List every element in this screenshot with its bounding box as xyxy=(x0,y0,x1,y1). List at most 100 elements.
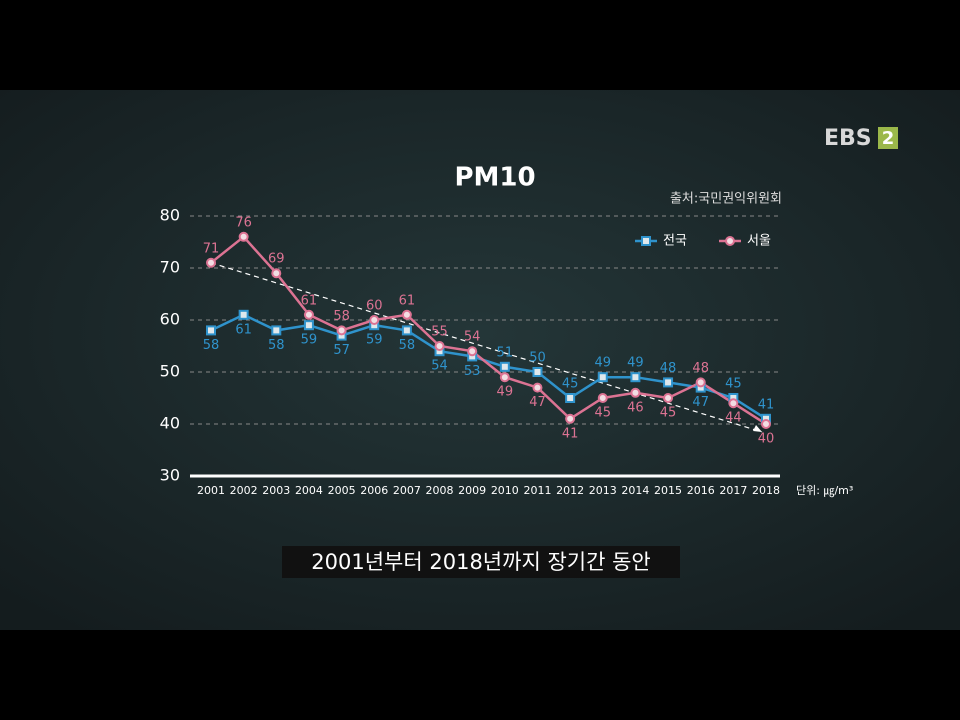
point xyxy=(597,393,608,403)
data-label: 49 xyxy=(627,356,644,371)
point xyxy=(663,393,674,403)
x-tick-label: 2002 xyxy=(230,484,258,497)
x-tick-label: 2010 xyxy=(491,484,519,497)
data-label: 46 xyxy=(627,400,644,415)
point xyxy=(532,382,543,393)
caption-box xyxy=(282,546,680,578)
x-tick-label: 2005 xyxy=(328,484,356,497)
point xyxy=(630,372,641,383)
legend-marker xyxy=(725,236,735,246)
point xyxy=(663,377,674,388)
data-label: 45 xyxy=(594,406,611,421)
data-label: 48 xyxy=(660,361,677,376)
point xyxy=(532,367,543,377)
point xyxy=(565,413,576,424)
data-label: 49 xyxy=(594,356,611,371)
legend-label: 전국 xyxy=(663,234,687,249)
x-tick-label: 2007 xyxy=(393,484,421,497)
data-label: 69 xyxy=(268,252,285,267)
data-label: 55 xyxy=(431,325,448,340)
x-tick-label: 2013 xyxy=(589,484,617,497)
point xyxy=(761,419,771,429)
data-label: 76 xyxy=(235,215,252,230)
point xyxy=(238,231,249,242)
trend-arrow xyxy=(210,262,763,433)
data-label: 45 xyxy=(562,377,579,392)
x-tick-label: 2012 xyxy=(556,484,584,497)
point xyxy=(303,309,314,320)
logo-text: EBS xyxy=(824,126,872,151)
point xyxy=(401,309,412,320)
point xyxy=(565,393,576,403)
data-label: 49 xyxy=(497,385,514,400)
point xyxy=(401,325,412,336)
data-label: 61 xyxy=(301,293,318,308)
data-label: 51 xyxy=(497,345,514,360)
x-tick-label: 2003 xyxy=(262,484,290,497)
series-line xyxy=(210,235,767,426)
data-label: 41 xyxy=(562,426,579,441)
data-label: 58 xyxy=(268,338,285,353)
caption: 2001년부터 2018년까지 장기간 동안 xyxy=(311,550,650,574)
point xyxy=(695,377,706,388)
x-tick-label: 2014 xyxy=(621,484,649,497)
point xyxy=(499,372,510,383)
point xyxy=(630,387,641,398)
x-tick-label: 2016 xyxy=(687,484,715,497)
data-label: 45 xyxy=(660,406,677,421)
x-tick-label: 2001 xyxy=(197,484,225,497)
data-label: 44 xyxy=(725,411,742,426)
data-label: 59 xyxy=(366,333,383,348)
data-label: 53 xyxy=(464,364,481,379)
x-tick-label: 2015 xyxy=(654,484,682,497)
x-tick-label: 2008 xyxy=(426,484,454,497)
data-label: 45 xyxy=(725,377,742,392)
data-label: 54 xyxy=(431,359,448,374)
x-tick-label: 2011 xyxy=(523,484,551,497)
point xyxy=(728,398,739,409)
point xyxy=(467,346,478,357)
y-tick-label: 30 xyxy=(160,466,180,485)
data-label: 50 xyxy=(529,351,546,366)
y-tick-label: 40 xyxy=(160,414,180,433)
point xyxy=(303,320,314,331)
x-tick-label: 2004 xyxy=(295,484,323,497)
point xyxy=(238,309,249,320)
point xyxy=(434,341,445,351)
chart-title: PM10 xyxy=(454,163,535,193)
x-tick-label: 2018 xyxy=(752,484,780,497)
point xyxy=(206,257,216,268)
point xyxy=(271,325,282,336)
data-label: 47 xyxy=(692,395,709,410)
point xyxy=(271,268,282,279)
data-label: 58 xyxy=(203,338,220,353)
series-line xyxy=(210,313,767,420)
legend-label: 서울 xyxy=(747,234,771,249)
point xyxy=(336,325,347,336)
data-label: 58 xyxy=(399,338,416,353)
y-tick-label: 70 xyxy=(160,258,180,277)
trend-arrow-head xyxy=(753,425,762,432)
x-tick-label: 2017 xyxy=(719,484,747,497)
x-tick-label: 2006 xyxy=(360,484,388,497)
data-label: 54 xyxy=(464,330,481,345)
data-label: 58 xyxy=(333,309,350,324)
data-label: 71 xyxy=(203,241,220,256)
data-label: 59 xyxy=(301,333,318,348)
data-label: 57 xyxy=(333,343,350,358)
data-label: 61 xyxy=(399,293,416,308)
data-label: 48 xyxy=(692,361,709,376)
data-label: 47 xyxy=(529,395,546,410)
data-label: 41 xyxy=(758,397,775,412)
data-label: 40 xyxy=(758,432,775,447)
source: 출처:국민권익위원회 xyxy=(670,192,782,207)
logo-badge-box xyxy=(878,127,898,149)
point xyxy=(369,315,380,325)
y-tick-label: 50 xyxy=(160,362,180,381)
y-tick-label: 80 xyxy=(160,206,180,225)
logo-badge: 2 xyxy=(882,128,895,149)
unit-label: 단위: ㎍/m³ xyxy=(796,484,853,497)
point xyxy=(206,325,216,336)
